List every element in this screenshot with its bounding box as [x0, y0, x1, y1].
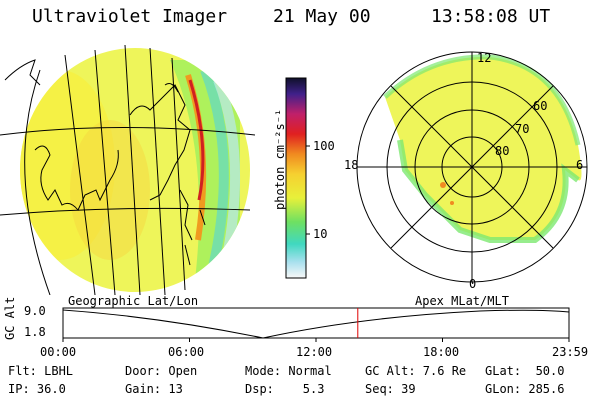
coastlines [4, 59, 206, 266]
timeline-x-tick-0600: 06:00 [168, 345, 205, 359]
status-mode: Mode: Normal [245, 364, 332, 378]
timeline-x-tick-1800: 18:00 [423, 345, 460, 359]
timeline-y-tick-bottom: 1.8 [24, 325, 46, 339]
altitude-curve [62, 309, 570, 339]
color-scale-bar [285, 77, 307, 279]
globe-limb-red [188, 79, 205, 201]
status-glat: GLat: 50.0 [485, 364, 565, 378]
color-scale-unit: photon cm⁻²s⁻¹ [273, 108, 287, 210]
timeline-y-tick-top: 9.0 [24, 304, 46, 318]
geographic-auroral-image [0, 44, 256, 295]
polar-auroral-plot: 12 18 6 0 60 70 80 [344, 51, 588, 290]
color-tick-label-10: 10 [313, 227, 328, 241]
polar-grid [356, 51, 588, 283]
lat-label-60: 60 [533, 99, 547, 113]
lat-label-80: 80 [495, 144, 509, 158]
status-filter: Flt: LBHL [8, 364, 74, 378]
timeline-frame [62, 307, 570, 339]
mlt-label-0: 0 [469, 277, 476, 290]
timeline-x-tick-0000: 00:00 [40, 345, 77, 359]
polar-edge-top [383, 54, 581, 146]
status-glon: GLon: 285.6 [485, 382, 565, 396]
status-gc-alt: GC Alt: 7.6 Re [365, 364, 467, 378]
globe-limb-cyan [200, 68, 229, 282]
instrument-title: Ultraviolet Imager [32, 6, 228, 27]
status-gain: Gain: 13 [125, 382, 183, 396]
timeline-x-tick-2359: 23:59 [552, 345, 589, 359]
globe-grid [0, 44, 256, 295]
polar-spot [440, 182, 446, 188]
timeline-y-axis-label: GC Alt [3, 296, 17, 340]
mlt-label-18: 18 [344, 158, 358, 172]
lat-label-70: 70 [515, 122, 529, 136]
polar-edge-green [397, 139, 580, 243]
mlt-label-6: 6 [576, 158, 583, 172]
color-tick-label-100: 100 [313, 139, 335, 153]
timeline-left-title: Geographic Lat/Lon [68, 294, 199, 308]
status-ip: IP: 36.0 [8, 382, 66, 396]
status-door: Door: Open [125, 364, 198, 378]
polar-spot [450, 201, 454, 205]
date-label: 21 May 00 [273, 6, 371, 27]
timeline-ticks [62, 338, 570, 342]
timeline-x-tick-1200: 12:00 [296, 345, 333, 359]
globe-shading-2 [70, 120, 150, 260]
polar-auroral-region [385, 56, 582, 241]
altitude-timeline [62, 307, 570, 342]
timeline-right-title: Apex MLat/MLT [415, 294, 509, 308]
status-dsp: Dsp: 5.3 [245, 382, 325, 396]
status-seq: Seq: 39 [365, 382, 416, 396]
mlt-label-12: 12 [477, 51, 491, 65]
time-label: 13:58:08 UT [431, 6, 551, 27]
color-scale [285, 77, 310, 279]
